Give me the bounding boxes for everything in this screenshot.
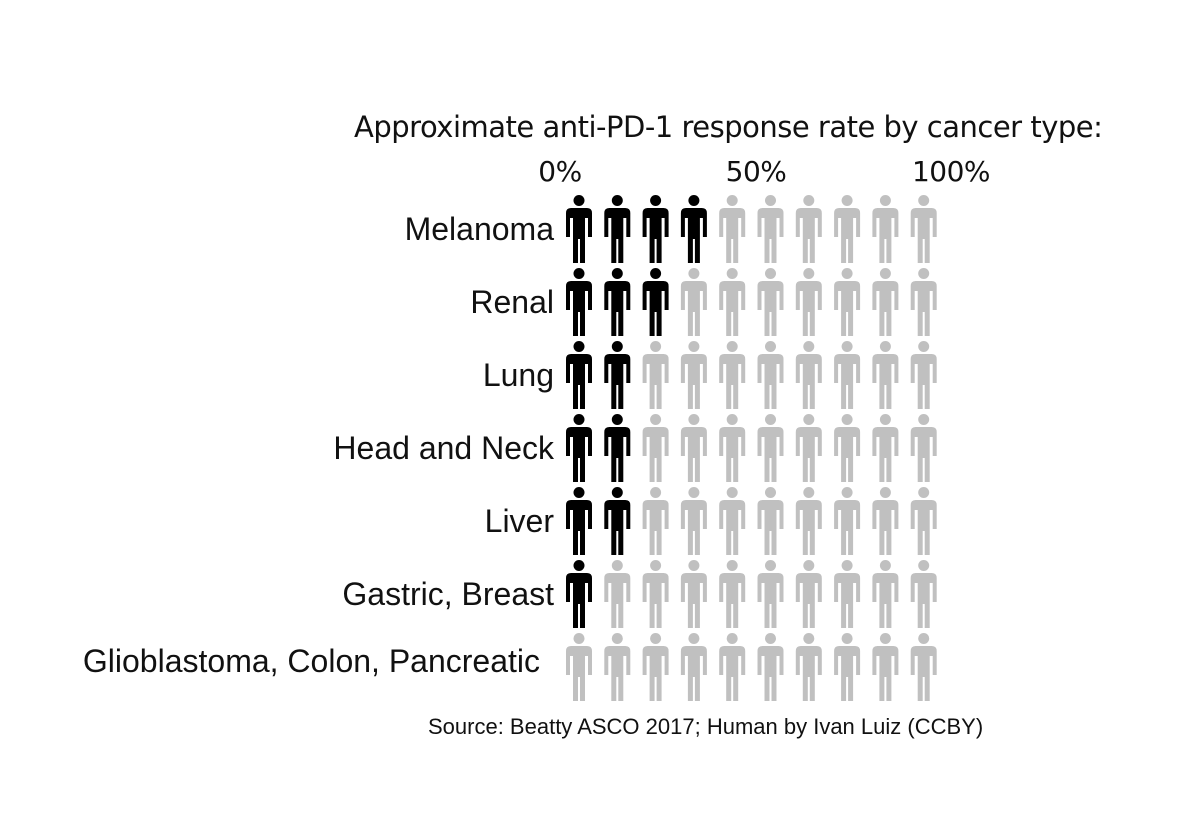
person-icon-lung-2-responder	[604, 341, 631, 409]
person-icon-lung-3-non-responder	[642, 341, 669, 409]
row-label-gastric-breast: Gastric, Breast	[342, 576, 554, 612]
person-icon-lung-4-non-responder	[680, 341, 707, 409]
person-icon-lung-5-non-responder	[719, 341, 746, 409]
person-icon-gastric-breast-3-non-responder	[642, 560, 669, 628]
person-icon-gastric-breast-2-non-responder	[604, 560, 631, 628]
person-icon-lung-1-responder	[566, 341, 592, 409]
row-label-lung: Lung	[482, 357, 554, 393]
person-icon-melanoma-1-responder	[566, 195, 592, 263]
person-icon-gastric-breast-7-non-responder	[795, 560, 822, 628]
person-icon-lung-8-non-responder	[834, 341, 861, 409]
person-icon-liver-2-responder	[604, 487, 631, 555]
person-icon-head-and-neck-8-non-responder	[834, 414, 861, 482]
person-icon-renal-1-responder	[566, 268, 592, 336]
person-icon-gastric-breast-4-non-responder	[680, 560, 707, 628]
person-icon-renal-10-non-responder	[910, 268, 937, 336]
person-icon-melanoma-5-non-responder	[719, 195, 746, 263]
person-icon-liver-1-responder	[566, 487, 592, 555]
person-icon-lung-7-non-responder	[795, 341, 822, 409]
person-icon-gastric-breast-8-non-responder	[834, 560, 861, 628]
person-icon-gastric-breast-9-non-responder	[872, 560, 899, 628]
person-icon-liver-6-non-responder	[757, 487, 784, 555]
person-icon-melanoma-9-non-responder	[872, 195, 899, 263]
person-icon-liver-5-non-responder	[719, 487, 746, 555]
chart-title: Approximate anti-PD-1 response rate by c…	[354, 110, 1103, 144]
person-icon-liver-10-non-responder	[910, 487, 937, 555]
person-icon-head-and-neck-3-non-responder	[642, 414, 669, 482]
person-icon-melanoma-4-responder	[680, 195, 707, 263]
person-icon-melanoma-3-responder	[642, 195, 669, 263]
person-icon-head-and-neck-6-non-responder	[757, 414, 784, 482]
person-icon-glioblastoma-colon-pancreatic-6-non-responder	[757, 633, 784, 701]
person-icon-gastric-breast-6-non-responder	[757, 560, 784, 628]
person-icon-renal-2-responder	[604, 268, 631, 336]
person-icon-head-and-neck-1-responder	[566, 414, 592, 482]
person-icon-head-and-neck-2-responder	[604, 414, 631, 482]
person-icon-head-and-neck-5-non-responder	[719, 414, 746, 482]
person-icon-renal-6-non-responder	[757, 268, 784, 336]
person-icon-melanoma-7-non-responder	[795, 195, 822, 263]
person-icon-glioblastoma-colon-pancreatic-3-non-responder	[642, 633, 669, 701]
person-icon-lung-6-non-responder	[757, 341, 784, 409]
person-icon-renal-8-non-responder	[834, 268, 861, 336]
row-label-head-and-neck: Head and Neck	[333, 430, 554, 466]
row-label-melanoma: Melanoma	[404, 211, 554, 247]
person-icon-head-and-neck-7-non-responder	[795, 414, 822, 482]
person-icon-melanoma-6-non-responder	[757, 195, 784, 263]
tick-label-100: 100%	[911, 155, 991, 188]
person-icon-head-and-neck-10-non-responder	[910, 414, 937, 482]
person-icon-glioblastoma-colon-pancreatic-7-non-responder	[795, 633, 822, 701]
person-icon-head-and-neck-4-non-responder	[680, 414, 707, 482]
person-icon-lung-10-non-responder	[910, 341, 937, 409]
person-icon-renal-3-responder	[642, 268, 669, 336]
person-icon-renal-4-non-responder	[680, 268, 707, 336]
tick-label-50: 50%	[725, 155, 787, 188]
person-icon-liver-4-non-responder	[680, 487, 707, 555]
person-icon-glioblastoma-colon-pancreatic-2-non-responder	[604, 633, 631, 701]
person-icon-glioblastoma-colon-pancreatic-4-non-responder	[680, 633, 707, 701]
person-icon-gastric-breast-1-responder	[566, 560, 592, 628]
person-icon-liver-3-non-responder	[642, 487, 669, 555]
person-icon-glioblastoma-colon-pancreatic-8-non-responder	[834, 633, 861, 701]
person-icon-liver-9-non-responder	[872, 487, 899, 555]
row-label-liver: Liver	[484, 503, 554, 539]
person-icon-renal-7-non-responder	[795, 268, 822, 336]
person-icon-liver-7-non-responder	[795, 487, 822, 555]
person-icon-gastric-breast-10-non-responder	[910, 560, 937, 628]
person-icon-melanoma-10-non-responder	[910, 195, 937, 263]
person-icon-melanoma-2-responder	[604, 195, 631, 263]
person-icon-liver-8-non-responder	[834, 487, 861, 555]
person-icon-renal-9-non-responder	[872, 268, 899, 336]
row-label-glioblastoma-colon-pancreatic: Glioblastoma, Colon, Pancreatic	[82, 643, 540, 679]
person-icon-glioblastoma-colon-pancreatic-5-non-responder	[719, 633, 746, 701]
tick-label-0: 0%	[538, 155, 582, 188]
person-icon-lung-9-non-responder	[872, 341, 899, 409]
row-label-renal: Renal	[470, 284, 554, 320]
person-icon-glioblastoma-colon-pancreatic-9-non-responder	[872, 633, 899, 701]
source-note: Source: Beatty ASCO 2017; Human by Ivan …	[428, 714, 984, 739]
person-icon-head-and-neck-9-non-responder	[872, 414, 899, 482]
person-icon-melanoma-8-non-responder	[834, 195, 861, 263]
person-icon-renal-5-non-responder	[719, 268, 746, 336]
person-icon-glioblastoma-colon-pancreatic-1-non-responder	[566, 633, 592, 701]
person-icon-glioblastoma-colon-pancreatic-10-non-responder	[910, 633, 937, 701]
person-icon-gastric-breast-5-non-responder	[719, 560, 746, 628]
